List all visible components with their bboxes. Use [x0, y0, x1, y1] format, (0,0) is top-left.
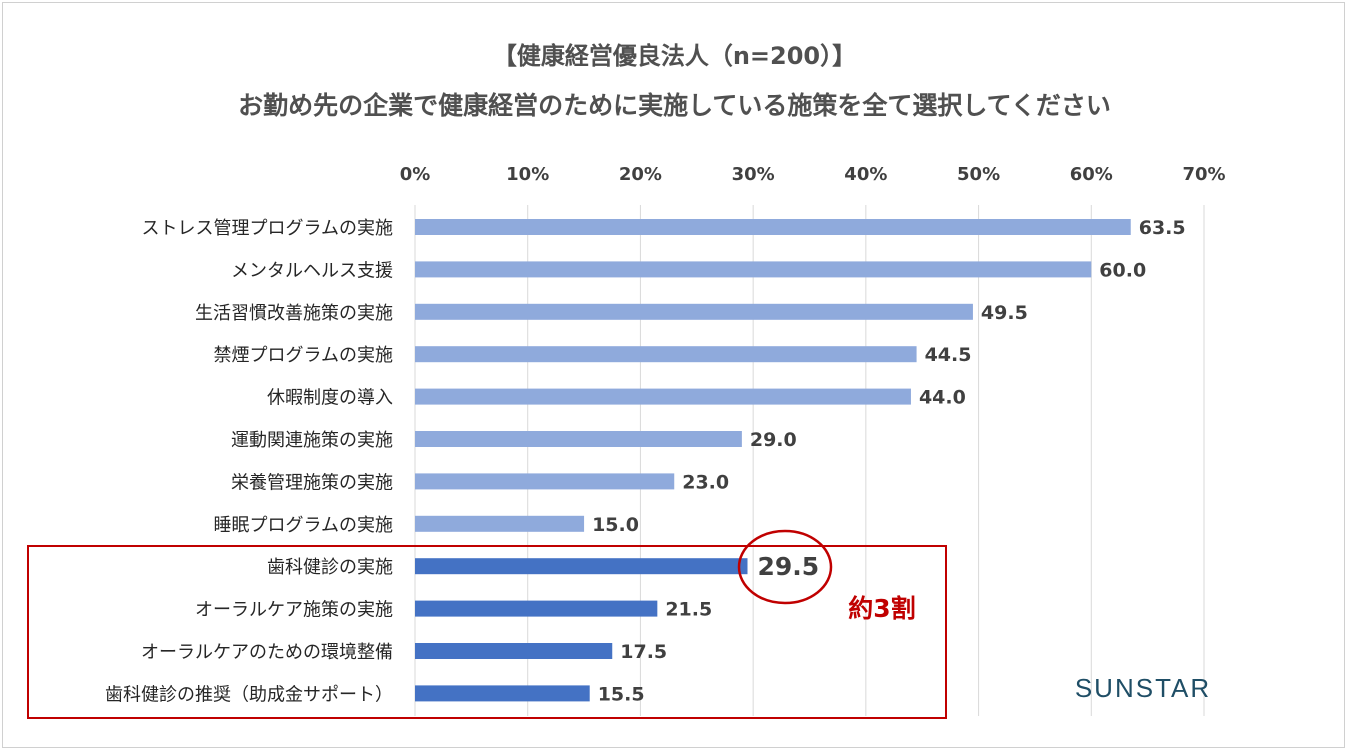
data-label: 29.5: [758, 552, 820, 581]
data-label: 44.5: [925, 344, 972, 366]
category-label: オーラルケアのための環境整備: [141, 642, 393, 663]
data-label: 49.5: [981, 302, 1028, 324]
highlight-box: [27, 545, 947, 719]
category-label: ストレス管理プログラムの実施: [142, 218, 393, 239]
x-tick-label: 40%: [844, 164, 887, 185]
category-label: 栄養管理施策の実施: [231, 472, 393, 493]
x-tick-label: 50%: [957, 164, 1000, 185]
bar: [415, 600, 658, 617]
bar: [415, 261, 1092, 278]
annotation-label: 約3割: [848, 594, 915, 623]
gridlines: [414, 205, 1205, 716]
x-tick-label: 20%: [619, 164, 662, 185]
bar: [415, 558, 748, 575]
data-label: 17.5: [620, 641, 667, 663]
data-label: 63.5: [1139, 217, 1186, 239]
x-tick-label: 0%: [400, 164, 431, 185]
category-label: メンタルヘルス支援: [231, 260, 393, 281]
bar: [415, 515, 585, 532]
x-tick-label: 30%: [732, 164, 775, 185]
x-tick-label: 70%: [1182, 164, 1225, 185]
bar: [415, 219, 1131, 235]
bar: [415, 303, 973, 320]
category-label: 運動関連施策の実施: [231, 430, 393, 451]
bar: [415, 473, 675, 490]
bar: [415, 431, 742, 447]
category-labels: ストレス管理プログラムの実施メンタルヘルス支援生活習慣改善施策の実施禁煙プログラ…: [105, 218, 393, 705]
bar: [415, 388, 911, 405]
x-axis-ticks: 0% 10% 20% 30% 40% 50% 60% 70%: [400, 164, 1226, 185]
bar: [415, 346, 917, 363]
data-label: 23.0: [682, 471, 729, 493]
chart-title-line1: 【健康経営優良法人（n=200）】: [492, 42, 857, 70]
category-label: 生活習慣改善施策の実施: [195, 303, 393, 324]
bars: [415, 219, 1131, 702]
category-label: 睡眠プログラムの実施: [214, 515, 393, 536]
bar: [415, 685, 590, 702]
category-label: オーラルケア施策の実施: [195, 600, 393, 621]
data-label: 15.5: [598, 683, 645, 705]
data-label: 44.0: [919, 387, 966, 409]
category-label: 歯科健診の推奨（助成金サポート）: [105, 684, 393, 705]
x-tick-label: 60%: [1070, 164, 1113, 185]
category-label: 禁煙プログラムの実施: [214, 345, 393, 366]
category-label: 歯科健診の実施: [267, 557, 393, 578]
x-tick-label: 10%: [506, 164, 549, 185]
category-label: 休暇制度の導入: [267, 388, 393, 409]
chart-title-line2: お勤め先の企業で健康経営のために実施している施策を全て選択してください: [238, 91, 1111, 120]
data-label: 60.0: [1099, 259, 1146, 281]
highlight-circle: [737, 529, 833, 605]
brand-logo: SUNSTAR: [1075, 673, 1211, 703]
bar: [415, 643, 613, 659]
data-label: 15.0: [592, 514, 639, 536]
data-label: 29.0: [750, 429, 797, 451]
value-labels: 63.5 60.0 49.5 44.5 44.0 29.0 23.0 15.0 29.5 21.5…: [592, 217, 1186, 705]
data-label: 21.5: [665, 599, 712, 621]
